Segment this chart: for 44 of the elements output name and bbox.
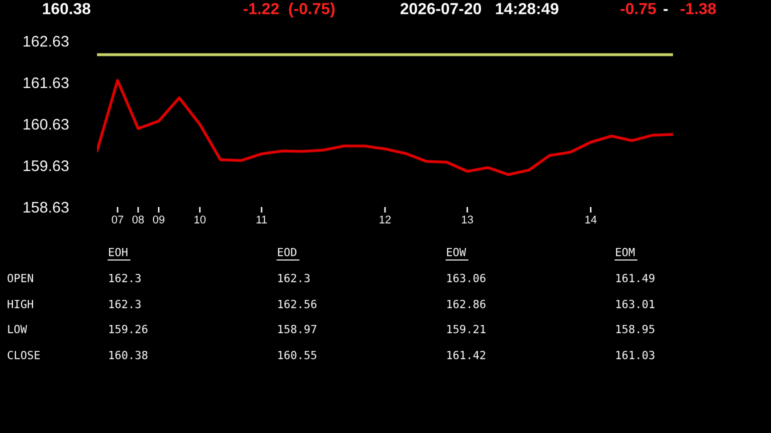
text: 163.06	[447, 274, 486, 282]
x-tick-label: 11	[256, 216, 267, 224]
text: CLOSE	[8, 350, 40, 360]
y-tick-label: 160.63	[24, 118, 69, 130]
text: 162.3	[109, 274, 141, 282]
text: -1.22 (-0.75)	[244, 2, 335, 18]
text: 162.86	[447, 300, 486, 308]
x-tick-label: 14	[585, 216, 597, 224]
x-tick-label: 09	[152, 216, 164, 224]
text: 160.55	[278, 350, 316, 360]
text: 158.97	[278, 324, 316, 334]
y-tick-label: 161.63	[24, 77, 69, 88]
x-tick-label: 12	[380, 216, 391, 224]
text: LOW	[8, 324, 28, 334]
text: EOW	[447, 248, 466, 256]
x-tick-label: 07	[112, 216, 124, 224]
text: 162.3	[109, 300, 141, 308]
y-tick-label: 158.63	[24, 202, 69, 213]
text: OPEN	[8, 274, 34, 282]
x-tick-label: 08	[132, 216, 144, 224]
text: 162.3	[278, 274, 310, 282]
text: EOD	[278, 248, 296, 256]
text: EOH	[109, 248, 128, 256]
text: 162.56	[278, 300, 316, 308]
x-tick-label: 13	[462, 216, 473, 224]
text: 161.49	[616, 274, 654, 282]
text: -1.38	[680, 2, 716, 14]
text: EOM	[616, 248, 635, 256]
y-tick-label: 159.63	[24, 160, 69, 172]
text: 161.03	[616, 350, 654, 360]
text: 159.26	[109, 324, 148, 334]
y-tick-label: 162.63	[24, 36, 69, 47]
text: 160.38	[109, 350, 148, 360]
text: 2026-07-20 14:28:49	[400, 2, 558, 14]
text: HIGH	[8, 300, 34, 308]
text: 160.38	[43, 2, 90, 14]
text: 161.42	[447, 350, 486, 360]
x-tick-label: 10	[194, 216, 206, 224]
text: 158.95	[616, 324, 654, 334]
text: -0.75	[620, 2, 656, 14]
line-series	[97, 79, 673, 176]
text: 159.21	[447, 324, 486, 334]
text: 163.01	[616, 300, 654, 308]
text: -	[664, 9, 668, 11]
